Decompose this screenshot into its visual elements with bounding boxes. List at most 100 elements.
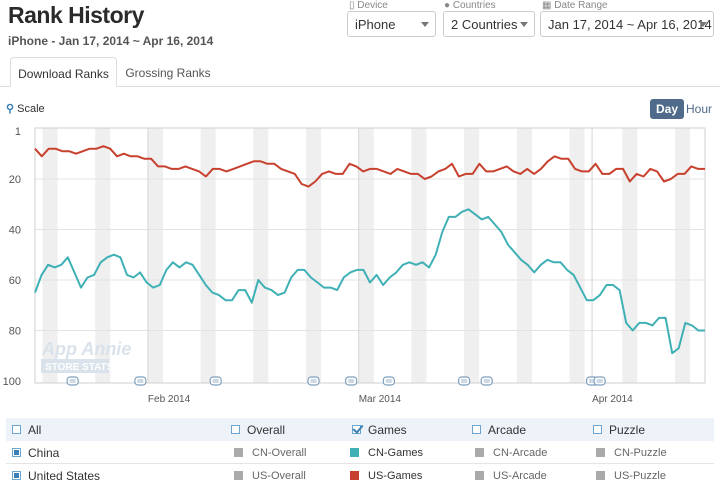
day-button[interactable]: Day [650, 99, 685, 119]
weekend-band [200, 128, 216, 383]
cn-games-label: CN-Games [368, 446, 424, 459]
games-checkbox[interactable] [352, 425, 361, 434]
annotation-icon[interactable] [345, 376, 358, 386]
united-states-checkbox[interactable] [12, 471, 21, 480]
weekend-band [516, 128, 532, 383]
weekend-band [147, 128, 163, 383]
tab-grossing-ranks[interactable]: Grossing Ranks [125, 66, 211, 80]
device-select[interactable]: iPhone [347, 11, 436, 37]
weekend-band [306, 128, 322, 383]
us-puzzle-item[interactable]: US-Puzzle [596, 464, 666, 487]
weekend-band [358, 128, 374, 383]
china-toggle[interactable]: China [12, 441, 59, 464]
overall-checkbox[interactable] [231, 425, 240, 434]
tab-download-ranks[interactable]: Download Ranks [10, 57, 117, 87]
us-games-item[interactable]: US-Games [350, 464, 422, 487]
weekend-band [253, 128, 269, 383]
scale-toggle[interactable]: ⚲ Scale [6, 102, 45, 115]
annotation-icon[interactable] [66, 376, 79, 386]
device-select-value: iPhone [355, 17, 396, 32]
x-tick-label: Feb 2014 [148, 394, 191, 405]
annotation-bubble [345, 376, 358, 386]
date-range-select-value: Jan 17, 2014 ~ Apr 16, 2014 [548, 17, 712, 32]
hour-button[interactable]: Hour [686, 102, 713, 116]
countries-select[interactable]: 2 Countries [443, 11, 535, 37]
arcade-checkbox[interactable] [472, 425, 481, 434]
countries-filter-label: ● Countries [444, 0, 496, 11]
cn-arcade-item[interactable]: CN-Arcade [475, 441, 547, 464]
annotation-bubble [480, 376, 493, 386]
annotation-icon[interactable] [209, 376, 222, 386]
legend-swatch [475, 471, 484, 480]
series-line-us-games [34, 145, 705, 188]
cn-overall-item[interactable]: CN-Overall [234, 441, 306, 464]
watermark-line2: STORE STATS [45, 362, 114, 373]
rank-history-chart: App Annie STORE STATS 1 20 40 60 80 100 Feb 2… [3, 126, 706, 405]
x-tick-label: Mar 2014 [359, 394, 402, 405]
table-row: United States US-Overall US-Games US-Arc… [6, 464, 714, 487]
all-checkbox[interactable] [12, 425, 21, 434]
puzzle-checkbox[interactable] [593, 425, 602, 434]
app-annie-watermark: App Annie STORE STATS [41, 339, 131, 373]
annotation-icon[interactable] [593, 376, 606, 386]
annotation-bubble [593, 376, 606, 386]
all-toggle[interactable]: All [12, 418, 41, 441]
puzzle-label: Puzzle [609, 422, 646, 437]
series-line-cn-games [34, 208, 705, 355]
chevron-down-icon [699, 22, 707, 27]
annotation-icon[interactable] [382, 376, 395, 386]
cn-puzzle-item[interactable]: CN-Puzzle [596, 441, 667, 464]
x-tick-label: Apr 2014 [592, 394, 633, 405]
watermark-badge [41, 359, 109, 373]
cn-games-item[interactable]: CN-Games [350, 441, 423, 464]
legend-swatch [596, 471, 605, 480]
cn-overall-label: CN-Overall [252, 446, 307, 459]
annotation-icon[interactable] [134, 376, 147, 386]
device-filter-label: ▯ Device [349, 0, 388, 11]
annotation-icon[interactable] [480, 376, 493, 386]
puzzle-toggle[interactable]: Puzzle [593, 418, 645, 441]
y-tick-label: 40 [9, 224, 21, 236]
legend-swatch [596, 448, 605, 457]
series-table-header: All Overall Games Arcade Puzzle [6, 418, 714, 441]
date-range-filter-label: ▦ Date Range [542, 0, 608, 11]
games-toggle[interactable]: Games [352, 418, 407, 441]
cn-arcade-label: CN-Arcade [493, 446, 548, 459]
weekend-band [42, 128, 58, 383]
calendar-icon: ▦ [542, 0, 552, 11]
table-row: China CN-Overall CN-Games CN-Arcade CN-P… [6, 441, 714, 464]
weekend-band [464, 128, 480, 383]
annotation-bubble [307, 376, 320, 386]
device-label-text: Device [357, 0, 388, 11]
chevron-down-icon [421, 22, 429, 27]
overall-toggle[interactable]: Overall [231, 418, 285, 441]
weekend-band [569, 128, 585, 383]
page-subtitle: iPhone - Jan 17, 2014 ~ Apr 16, 2014 [8, 34, 214, 48]
scale-label: Scale [17, 103, 45, 115]
chevron-down-icon [520, 22, 528, 27]
month-grid-lines [147, 128, 593, 383]
watermark-line1: App Annie [41, 339, 131, 359]
annotation-bubble [458, 376, 471, 386]
annotation-bubble [66, 376, 79, 386]
china-checkbox[interactable] [12, 448, 21, 457]
weekend-band [674, 128, 690, 383]
us-arcade-label: US-Arcade [493, 469, 547, 482]
united-states-toggle[interactable]: United States [12, 464, 100, 487]
countries-label-text: Countries [452, 0, 496, 11]
grid-lines [34, 127, 706, 384]
arcade-label: Arcade [488, 422, 527, 437]
y-tick-label: 60 [9, 275, 21, 287]
date-range-select[interactable]: Jan 17, 2014 ~ Apr 16, 2014 [540, 11, 714, 37]
date-range-label-text: Date Range [554, 0, 608, 11]
united-states-label: United States [28, 468, 101, 483]
weekend-band [622, 128, 638, 383]
phone-icon: ▯ [349, 0, 355, 11]
annotation-icon[interactable] [458, 376, 471, 386]
arcade-toggle[interactable]: Arcade [472, 418, 526, 441]
us-arcade-item[interactable]: US-Arcade [475, 464, 547, 487]
annotation-icon[interactable] [307, 376, 320, 386]
weekend-band [411, 128, 427, 383]
us-overall-item[interactable]: US-Overall [234, 464, 306, 487]
globe-icon: ● [444, 0, 451, 11]
